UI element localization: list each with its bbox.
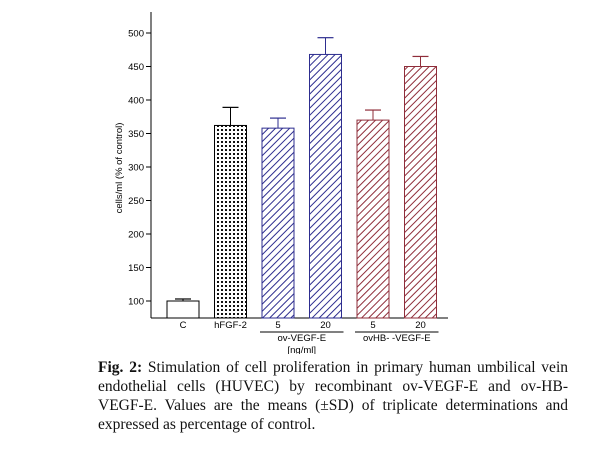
y-axis-label: cells/ml (% of control) xyxy=(114,123,125,214)
figure-caption: Fig. 2: Stimulation of cell proliferatio… xyxy=(98,358,568,434)
bar-chart: 100 150 200 250 300 350 400 450 500 C hFGF-2 5 20 5 20… xyxy=(114,12,448,354)
bar xyxy=(214,124,247,319)
y-tick-label: 400 xyxy=(128,96,144,107)
unit-label: [ng/ml] xyxy=(287,345,316,354)
x-tick-label: hFGF-2 xyxy=(214,320,247,331)
x-tick-label: C xyxy=(180,320,187,331)
bar xyxy=(166,300,200,319)
y-tick-label: 250 xyxy=(128,196,144,207)
group-label: ov-VEGF-E xyxy=(277,333,326,344)
y-tick-label: 350 xyxy=(128,129,144,140)
x-tick-label: 5 xyxy=(370,320,375,331)
y-tick-label: 500 xyxy=(128,29,144,40)
y-tick-label: 200 xyxy=(128,230,144,241)
x-tick-label: 20 xyxy=(320,320,331,331)
y-tick-label: 100 xyxy=(128,297,144,308)
bar xyxy=(356,119,390,319)
bar xyxy=(261,127,295,319)
y-tick-label: 450 xyxy=(128,62,144,73)
bar xyxy=(309,53,342,319)
x-tick-label: 5 xyxy=(275,320,280,331)
x-tick-label: 20 xyxy=(415,320,426,331)
y-tick-label: 300 xyxy=(128,163,144,174)
bar xyxy=(404,66,437,319)
caption-label: Fig. 2: xyxy=(98,359,143,376)
group-label: ovHB- -VEGF-E xyxy=(363,333,431,344)
caption-text: Stimulation of cell proliferation in pri… xyxy=(98,359,568,433)
y-tick-label: 150 xyxy=(128,263,144,274)
